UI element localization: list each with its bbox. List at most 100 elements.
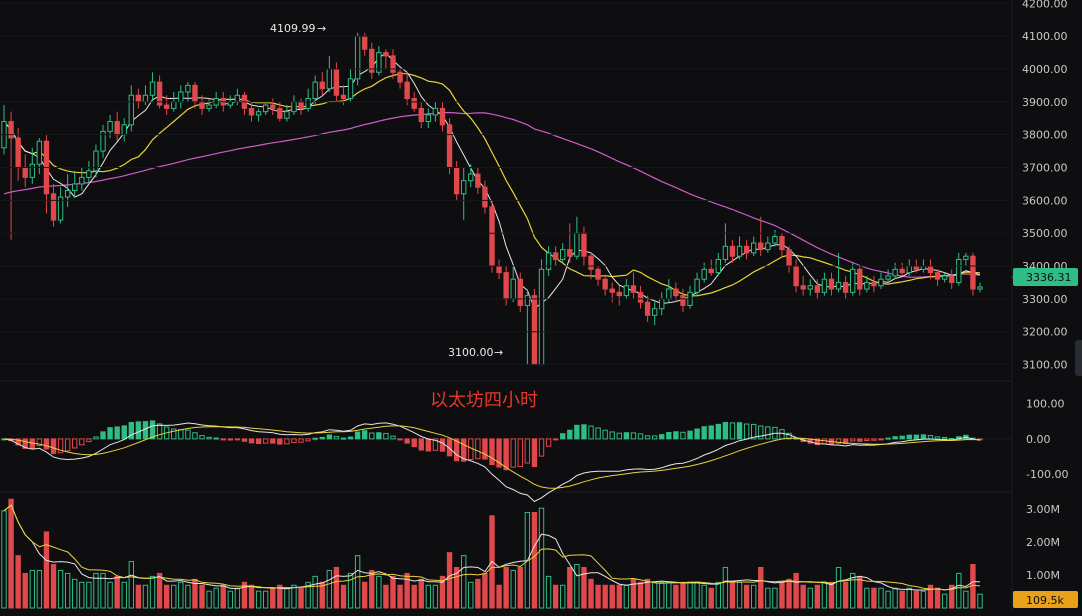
volume-bar — [333, 566, 340, 609]
macd-histogram-bar — [736, 422, 743, 440]
price-axis: 3100.003200.003300.003400.003500.003600.… — [0, 0, 1068, 372]
volume-bar — [694, 581, 700, 609]
candle-body — [765, 242, 771, 251]
volume-bar — [963, 590, 969, 609]
volume-bar — [57, 569, 64, 609]
candle-body — [376, 52, 382, 73]
macd-histogram-bar — [312, 437, 318, 440]
macd-histogram-bar — [524, 438, 531, 464]
candle-body — [517, 278, 523, 306]
price-tick-label: 3300.00 — [1022, 293, 1068, 306]
candle-body — [149, 81, 156, 96]
volume-bar — [305, 581, 311, 609]
macd-histogram-bar — [517, 438, 523, 467]
volume-bar — [121, 581, 127, 609]
volume-tag[interactable]: 109.5k — [1013, 591, 1078, 608]
macd-histogram-bar — [531, 438, 538, 467]
macd-histogram-bar — [376, 432, 382, 440]
macd-histogram-bar — [425, 438, 432, 452]
candle-body — [729, 245, 736, 257]
volume-bar — [192, 578, 198, 609]
macd-histogram-bar — [708, 425, 714, 440]
volume-bar — [347, 572, 354, 609]
candle-body — [22, 167, 28, 178]
volume-bar — [659, 581, 665, 609]
volume-bar — [708, 587, 714, 609]
candle-body — [57, 196, 64, 221]
volume-tick-label: 3.00M — [1026, 503, 1060, 516]
macd-histogram-bar — [178, 429, 184, 440]
candle-body — [906, 265, 912, 274]
volume-bar — [651, 581, 658, 609]
candle-body — [72, 183, 78, 191]
candle-body — [50, 193, 57, 221]
candle-body — [64, 190, 71, 198]
candle-body — [609, 288, 615, 293]
candle-body — [758, 242, 764, 251]
macd-histogram-bar — [779, 429, 785, 440]
macd-histogram-bar — [340, 437, 347, 440]
volume-bar — [545, 575, 552, 609]
candle-body — [36, 140, 43, 165]
volume-bar — [673, 584, 679, 609]
volume-bar — [29, 569, 35, 609]
volume-bar — [701, 584, 707, 609]
volume-bar — [425, 584, 432, 609]
macd-histogram-bar — [411, 438, 417, 448]
candle-body — [8, 121, 14, 139]
volume-bar — [248, 584, 255, 609]
candle-body — [29, 163, 35, 178]
volume-pane — [1, 498, 983, 609]
candle-body — [545, 252, 552, 270]
volume-bar — [927, 584, 934, 609]
macd-histogram-bar — [574, 424, 580, 440]
candle-body — [941, 275, 948, 280]
macd-histogram-bar — [538, 438, 545, 457]
volume-bar — [135, 584, 142, 609]
candle-body — [524, 295, 531, 306]
macd-histogram-bar — [93, 436, 99, 440]
volume-bar — [404, 572, 410, 609]
macd-histogram-bar — [552, 438, 559, 441]
current-price-tag[interactable]: 3336.31 — [1012, 268, 1078, 286]
candle-body — [899, 268, 905, 274]
volume-bar — [114, 575, 120, 609]
candle-body — [262, 104, 269, 113]
volume-bar — [284, 587, 290, 609]
side-panel-toggle[interactable] — [1075, 340, 1082, 376]
volume-bar — [934, 587, 941, 609]
macd-histogram-bar — [354, 431, 361, 440]
macd-histogram-bar — [694, 428, 700, 440]
candle-body — [701, 268, 707, 280]
macd-pane — [0, 420, 1012, 503]
macd-histogram-bar — [814, 438, 821, 446]
macd-histogram-bar — [100, 431, 106, 440]
macd-histogram-bar — [277, 438, 283, 445]
volume-tag-value: 109.5k — [1026, 594, 1064, 607]
candle-body — [369, 48, 375, 73]
candle-body — [277, 107, 283, 119]
volume-bar — [369, 569, 375, 609]
volume-bar — [93, 572, 99, 609]
volume-bar — [206, 590, 212, 609]
volume-bar — [616, 584, 622, 609]
macd-histogram-bar — [156, 423, 163, 440]
macd-histogram-bar — [128, 421, 134, 440]
candle-body — [885, 275, 891, 280]
volume-bar — [79, 581, 85, 609]
volume-bar — [496, 584, 502, 609]
volume-bar — [418, 578, 424, 609]
candle-body — [79, 176, 85, 185]
candle-body — [135, 94, 142, 103]
candle-body — [206, 104, 212, 109]
macd-histogram-bar — [22, 438, 28, 449]
macd-histogram-bar — [687, 430, 693, 440]
macd-histogram-bar — [461, 438, 467, 462]
candle-body — [616, 291, 622, 297]
volume-bar — [411, 584, 417, 609]
candle-body — [192, 84, 198, 103]
macd-histogram-bar — [743, 423, 750, 440]
price-tick-label: 4000.00 — [1022, 63, 1068, 76]
